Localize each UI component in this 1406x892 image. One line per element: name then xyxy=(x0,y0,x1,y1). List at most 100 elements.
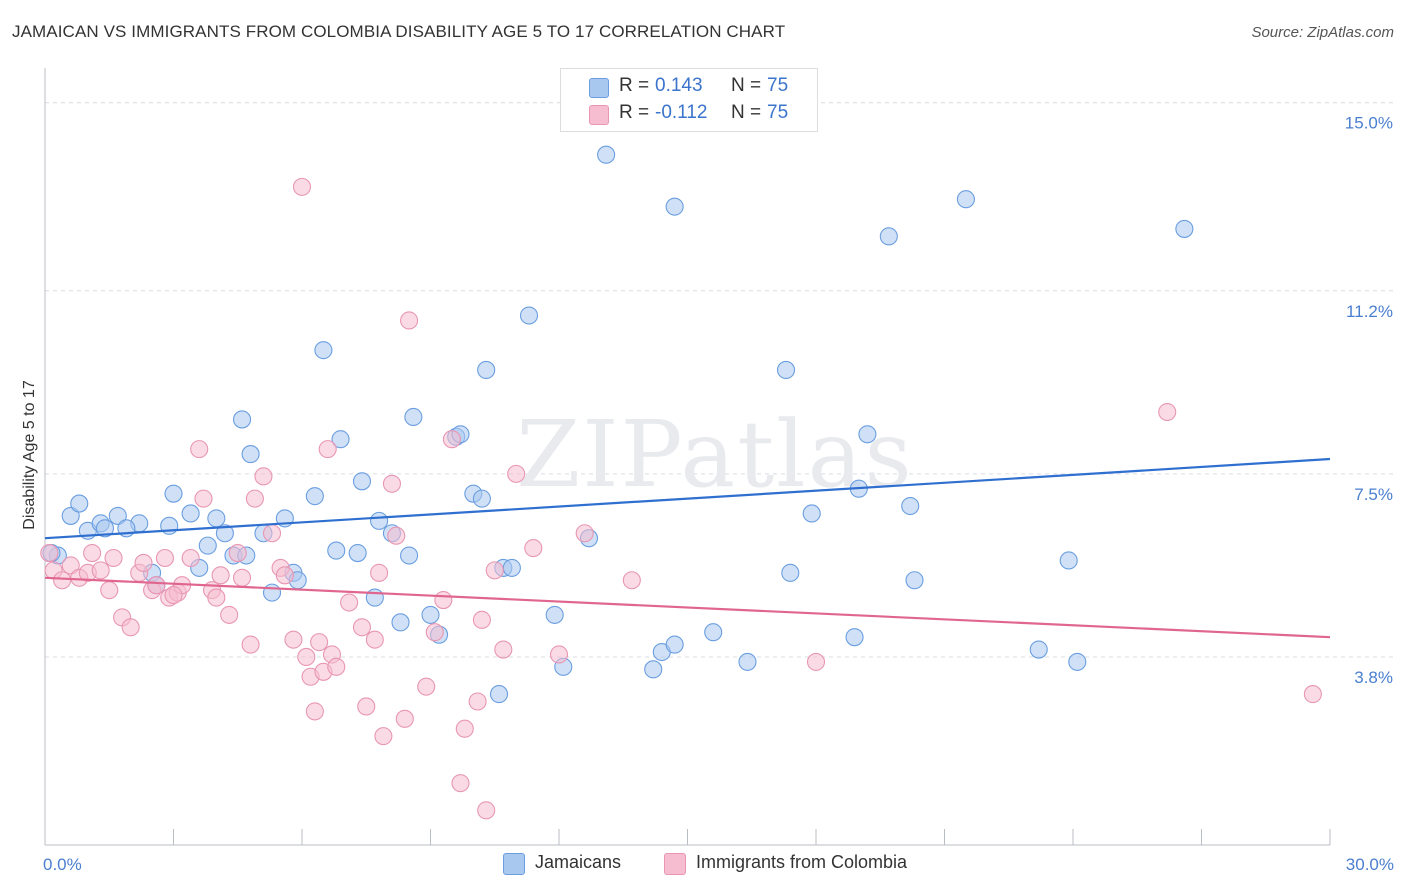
trend-line-colombia xyxy=(44,576,1331,639)
y-tick-label: 11.2% xyxy=(1346,302,1393,321)
data-point xyxy=(228,543,247,563)
data-point xyxy=(519,306,539,325)
data-point xyxy=(207,509,226,528)
series-colombia xyxy=(40,177,1322,820)
data-point xyxy=(305,487,324,506)
data-point xyxy=(365,630,384,649)
data-point xyxy=(622,571,641,590)
data-point xyxy=(352,472,372,491)
data-point xyxy=(327,541,346,560)
r-value: -0.112 xyxy=(655,102,708,123)
data-point xyxy=(1175,219,1194,238)
data-point xyxy=(1158,402,1177,422)
data-point xyxy=(310,633,329,652)
r-value: 0.143 xyxy=(655,75,703,96)
data-point xyxy=(365,588,384,607)
data-point xyxy=(1059,551,1078,570)
data-point xyxy=(275,566,294,585)
bottom-legend-swatch-jamaicans xyxy=(503,853,525,875)
n-label: N = xyxy=(731,75,762,96)
data-point xyxy=(53,571,72,590)
x-tick-label: 0.0% xyxy=(43,855,82,874)
n-value: 75 xyxy=(767,102,789,123)
data-point xyxy=(91,561,110,580)
data-point xyxy=(215,524,234,543)
data-point xyxy=(781,563,800,582)
data-point xyxy=(507,464,526,483)
data-point xyxy=(331,430,350,449)
trend-line-jamaicans xyxy=(44,457,1331,540)
data-point xyxy=(297,647,316,667)
data-point xyxy=(134,553,153,572)
data-point xyxy=(472,489,491,508)
data-point xyxy=(905,571,924,590)
bottom-legend-label: Immigrants from Colombia xyxy=(696,852,908,872)
x-tick-label: 30.0% xyxy=(1346,855,1394,874)
n-label: N = xyxy=(731,102,762,123)
tick-labels: 15.0% 11.2% 7.5% 3.8% 0.0% 30.0% xyxy=(43,114,1394,874)
bottom-legend-label: Jamaicans xyxy=(535,852,622,872)
r-label: R = xyxy=(619,102,650,123)
data-point xyxy=(858,425,877,444)
data-point xyxy=(190,440,209,459)
data-point xyxy=(455,719,474,738)
data-point xyxy=(284,630,303,649)
data-point xyxy=(1029,640,1048,659)
y-tick-label: 15.0% xyxy=(1345,114,1393,133)
data-point xyxy=(549,645,569,664)
data-point xyxy=(477,801,496,820)
data-point xyxy=(1303,685,1322,704)
data-point xyxy=(387,526,406,545)
data-point xyxy=(318,440,337,459)
data-point xyxy=(352,618,372,637)
data-point xyxy=(357,697,376,716)
data-point xyxy=(845,628,864,647)
data-point xyxy=(738,652,757,671)
data-point xyxy=(83,543,102,563)
legend-swatch-jamaicans xyxy=(589,78,609,98)
data-point xyxy=(262,583,282,602)
y-tick-label: 7.5% xyxy=(1354,485,1393,504)
data-point xyxy=(400,546,419,565)
data-point xyxy=(198,536,217,555)
data-point xyxy=(262,524,282,543)
data-point xyxy=(395,709,414,728)
data-point xyxy=(40,543,59,563)
data-point xyxy=(494,640,513,659)
data-point xyxy=(61,556,80,575)
data-point xyxy=(95,519,115,538)
data-point xyxy=(370,511,389,530)
data-point xyxy=(442,430,461,449)
axes xyxy=(44,68,1331,846)
data-point xyxy=(327,657,346,676)
watermark: ZIPatlas xyxy=(516,401,913,508)
data-point xyxy=(575,524,594,543)
data-point xyxy=(340,593,359,612)
data-point xyxy=(104,548,123,568)
data-point xyxy=(776,360,796,380)
data-point xyxy=(502,558,521,577)
data-point xyxy=(417,677,436,696)
data-point xyxy=(348,543,367,563)
trend-layer xyxy=(44,457,1331,639)
data-point xyxy=(1068,652,1087,671)
data-point xyxy=(211,566,230,585)
data-point xyxy=(232,410,252,429)
data-point xyxy=(451,774,470,793)
data-point xyxy=(254,467,273,486)
data-point xyxy=(181,548,200,568)
data-point xyxy=(108,506,127,525)
data-point xyxy=(241,635,260,654)
data-point xyxy=(374,727,393,746)
data-point xyxy=(292,177,312,196)
data-point xyxy=(901,496,920,516)
data-point xyxy=(472,610,491,629)
data-point xyxy=(100,581,119,600)
data-point xyxy=(468,692,487,711)
y-axis-label: Disability Age 5 to 17 xyxy=(21,380,38,530)
data-point xyxy=(524,539,543,558)
data-point xyxy=(147,576,166,595)
data-point xyxy=(489,685,509,704)
y-tick-label: 3.8% xyxy=(1354,668,1393,687)
stats-legend: R = 0.143 N = 75 R = -0.112 N = 75 xyxy=(560,68,818,132)
